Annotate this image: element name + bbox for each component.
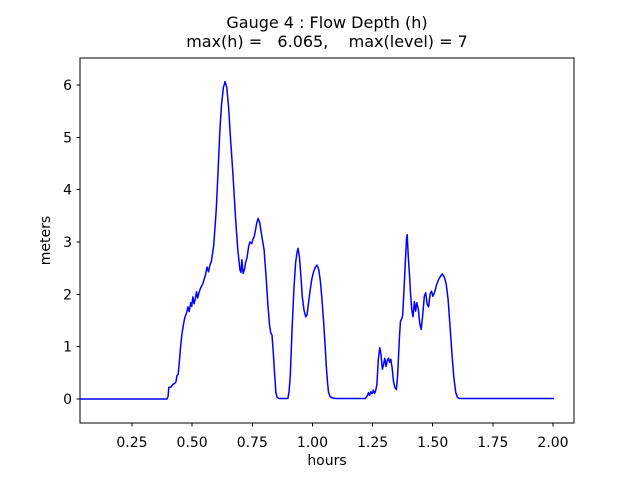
y-axis-label: meters — [38, 216, 54, 265]
y-tick-label: 4 — [63, 183, 72, 199]
x-tick-label: 1.75 — [477, 435, 508, 451]
y-tick-label: 6 — [63, 78, 72, 94]
y-tick-label: 5 — [63, 130, 72, 146]
y-tick-label: 0 — [63, 392, 72, 408]
x-tick-label: 1.00 — [297, 435, 328, 451]
x-tick-label: 2.00 — [537, 435, 568, 451]
x-axis-label: hours — [307, 453, 346, 469]
x-tick-label: 0.75 — [237, 435, 268, 451]
chart-title: Gauge 4 : Flow Depth (h) — [226, 13, 428, 32]
x-tick-label: 0.25 — [116, 435, 147, 451]
y-tick-label: 2 — [63, 287, 72, 303]
x-tick-label: 1.25 — [357, 435, 388, 451]
x-tick-label: 0.50 — [177, 435, 208, 451]
chart-subtitle: max(h) = 6.065, max(level) = 7 — [186, 32, 468, 51]
y-tick-label: 3 — [63, 235, 72, 251]
x-tick-label: 1.50 — [417, 435, 448, 451]
plot-area — [79, 57, 575, 424]
y-tick-label: 1 — [63, 340, 72, 356]
flow-depth-line — [80, 80, 554, 400]
